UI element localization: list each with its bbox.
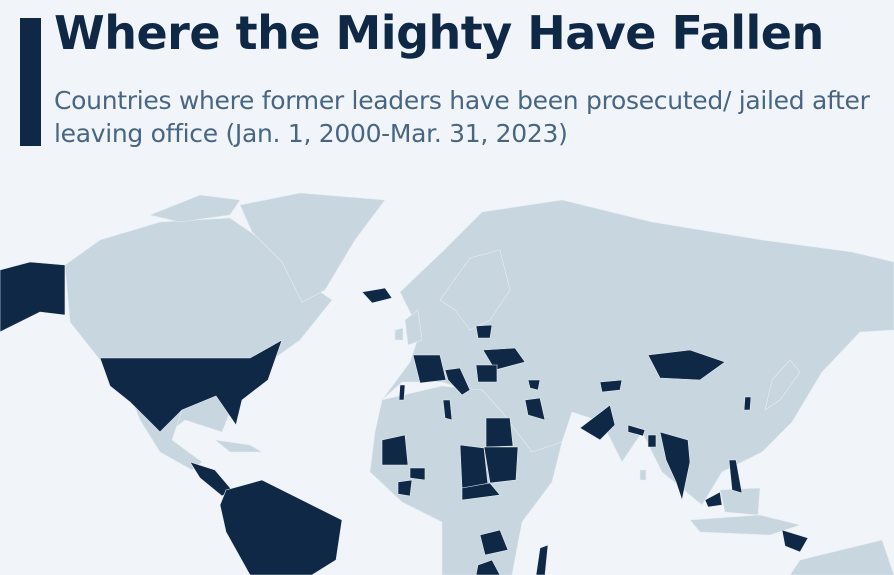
country-egypt bbox=[485, 417, 514, 448]
page-subtitle: Countries where former leaders have been… bbox=[54, 86, 870, 148]
land-australia bbox=[789, 539, 894, 575]
land-indonesia bbox=[689, 514, 802, 536]
country-georgia bbox=[527, 379, 541, 391]
land-ireland bbox=[394, 327, 404, 341]
country-mauritania bbox=[381, 434, 409, 466]
country-romania bbox=[475, 364, 498, 383]
accent-bar bbox=[20, 18, 41, 146]
country-madagascar bbox=[535, 544, 549, 575]
country-sudan bbox=[483, 446, 519, 484]
country-chad bbox=[459, 444, 489, 489]
country-myanmar-thailand bbox=[659, 431, 691, 502]
page-title: Where the Mighty Have Fallen bbox=[54, 6, 824, 60]
land-greenland bbox=[239, 192, 386, 303]
country-malaysia bbox=[704, 491, 723, 508]
land-caribbean bbox=[213, 439, 264, 453]
country-alaska bbox=[0, 261, 66, 333]
country-tunisia bbox=[442, 399, 453, 421]
country-italy bbox=[444, 367, 471, 396]
country-nepal bbox=[627, 424, 646, 437]
country-bangladesh bbox=[647, 434, 657, 448]
country-mongolia bbox=[647, 349, 726, 381]
country-ivory-coast bbox=[397, 479, 413, 497]
country-usa bbox=[99, 339, 283, 433]
land-japan bbox=[764, 359, 801, 411]
land-uk bbox=[404, 309, 423, 346]
country-ukraine bbox=[482, 347, 526, 371]
country-png bbox=[781, 529, 809, 553]
country-pakistan bbox=[579, 404, 616, 441]
country-burkina-faso bbox=[409, 467, 426, 481]
country-south-korea bbox=[743, 396, 752, 411]
country-lithuania bbox=[475, 324, 493, 339]
country-iceland bbox=[361, 287, 393, 304]
country-philippines bbox=[728, 459, 743, 494]
country-car bbox=[461, 482, 501, 501]
country-zimbabwe bbox=[475, 559, 501, 575]
land-borneo bbox=[719, 487, 761, 516]
country-south-america bbox=[219, 479, 343, 575]
land-sri-lanka bbox=[639, 469, 647, 481]
country-france bbox=[412, 354, 447, 384]
country-zambia bbox=[479, 529, 509, 556]
land-arctic-islands bbox=[149, 194, 241, 223]
land-scandinavia bbox=[439, 249, 511, 331]
country-iraq bbox=[524, 397, 546, 421]
country-portugal bbox=[398, 384, 406, 401]
country-kyrgyzstan bbox=[599, 379, 623, 393]
